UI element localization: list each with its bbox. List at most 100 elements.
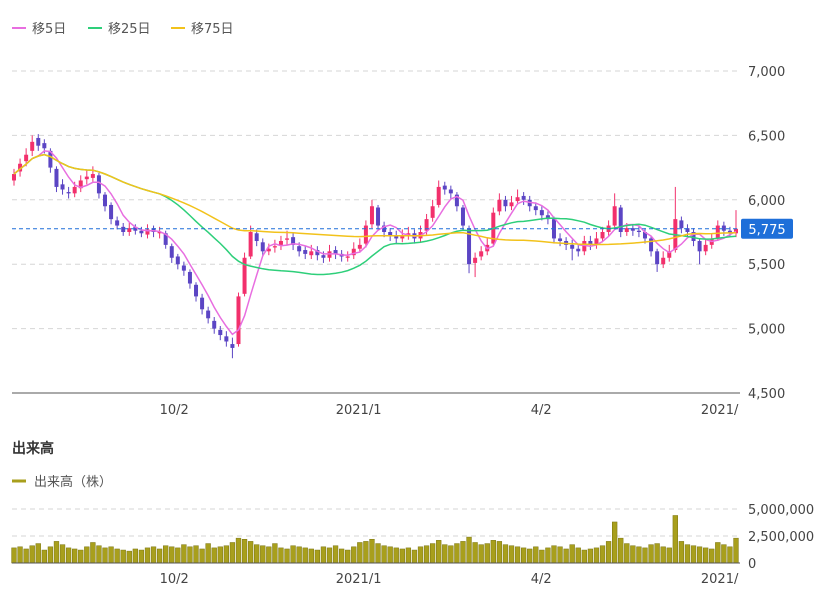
candle-body [473,257,478,263]
volume-bar [47,546,54,564]
volume-bar [41,549,47,564]
candle-body [230,344,235,348]
candle [187,269,192,289]
candle [576,243,581,257]
volume-bar [569,544,575,564]
candle-body [266,248,271,252]
candle-body [467,228,472,265]
candle-body [303,250,308,254]
legend-item-volume[interactable]: 出来高（株） [12,474,112,490]
volume-bar [696,546,703,564]
candle [570,239,575,261]
volume-bar [351,546,357,564]
candle-body [175,256,180,265]
candle [84,170,89,185]
candle-body [734,228,738,234]
candle-body [570,244,575,249]
candle [442,181,447,195]
legend: 移5日 移25日 移75日 [12,22,234,37]
candle [649,235,654,257]
volume-bar [363,541,369,564]
volume-bar [163,545,169,564]
current-price-marker: 5,775 [12,218,793,239]
candle [679,216,684,234]
candle [224,331,229,347]
candle [515,189,520,205]
volume-bar [150,546,157,564]
volume-bar [205,543,211,564]
candle-body [691,232,696,242]
candle [30,135,35,157]
price-tick-label: 4,500 [748,387,785,402]
volume-bar [642,547,648,564]
volume-bar [326,547,333,564]
candle-body [169,246,174,258]
candle-body [618,207,623,232]
candle [194,282,199,302]
candle-body [345,256,350,258]
x-tick-label: 2021/ [701,403,739,418]
candle-body [212,320,217,329]
candle [12,168,16,186]
candle [303,246,308,260]
candle-body [630,228,635,231]
candle [345,251,350,262]
candle [509,195,514,211]
candle-body [224,336,229,342]
candle-body [497,199,502,212]
volume-bar [17,546,23,564]
volume-bar [417,546,424,564]
candle [121,222,126,236]
volume-bar [551,545,557,564]
volume-bar [345,549,351,564]
volume-bar [296,546,302,564]
x-tick-label: 4/2 [531,403,552,418]
volume-bar [727,546,733,564]
volume-bar [405,547,412,564]
candle-body [60,184,65,190]
candle [697,238,702,265]
volume-bar [393,547,399,564]
volume-bar [593,547,600,564]
price-tick-label: 7,000 [748,65,785,80]
candle-body [679,220,684,229]
volume-bar [84,546,90,564]
candle [473,252,478,278]
price-gridlines [12,70,740,330]
candle [430,199,435,222]
candle-body [66,192,71,194]
volume-bar [472,542,478,564]
volume-bar [460,541,466,564]
candle [236,292,241,347]
candle-body [157,232,162,234]
volume-bar [508,545,515,564]
volume-bar [314,549,321,564]
volume-bar [211,547,217,564]
candle-body [394,235,399,239]
legend-item-ma5[interactable]: 移5日 [12,22,66,37]
volume-bar [114,548,120,564]
volume-bar [102,547,108,564]
candle [600,226,605,243]
legend-item-ma25[interactable]: 移25日 [88,22,151,37]
candle [169,243,174,263]
candle-body [685,228,690,232]
candle [533,202,538,216]
volume-bar [169,546,175,564]
candle-body [388,232,393,236]
candle [103,192,108,212]
legend-item-ma75[interactable]: 移75日 [171,22,234,37]
candle-body [18,163,23,172]
candle-body [582,241,587,252]
candle-body [321,255,326,258]
volume-bar [502,544,509,564]
candle-body [533,206,538,211]
volume-bar [533,546,539,564]
volume-bar [618,537,624,564]
volume-bar [241,538,248,564]
ma75-line [13,153,737,246]
volume-bar [715,542,721,564]
candle-body [260,242,265,252]
volume-bar [666,547,672,564]
candle-body [200,297,205,310]
